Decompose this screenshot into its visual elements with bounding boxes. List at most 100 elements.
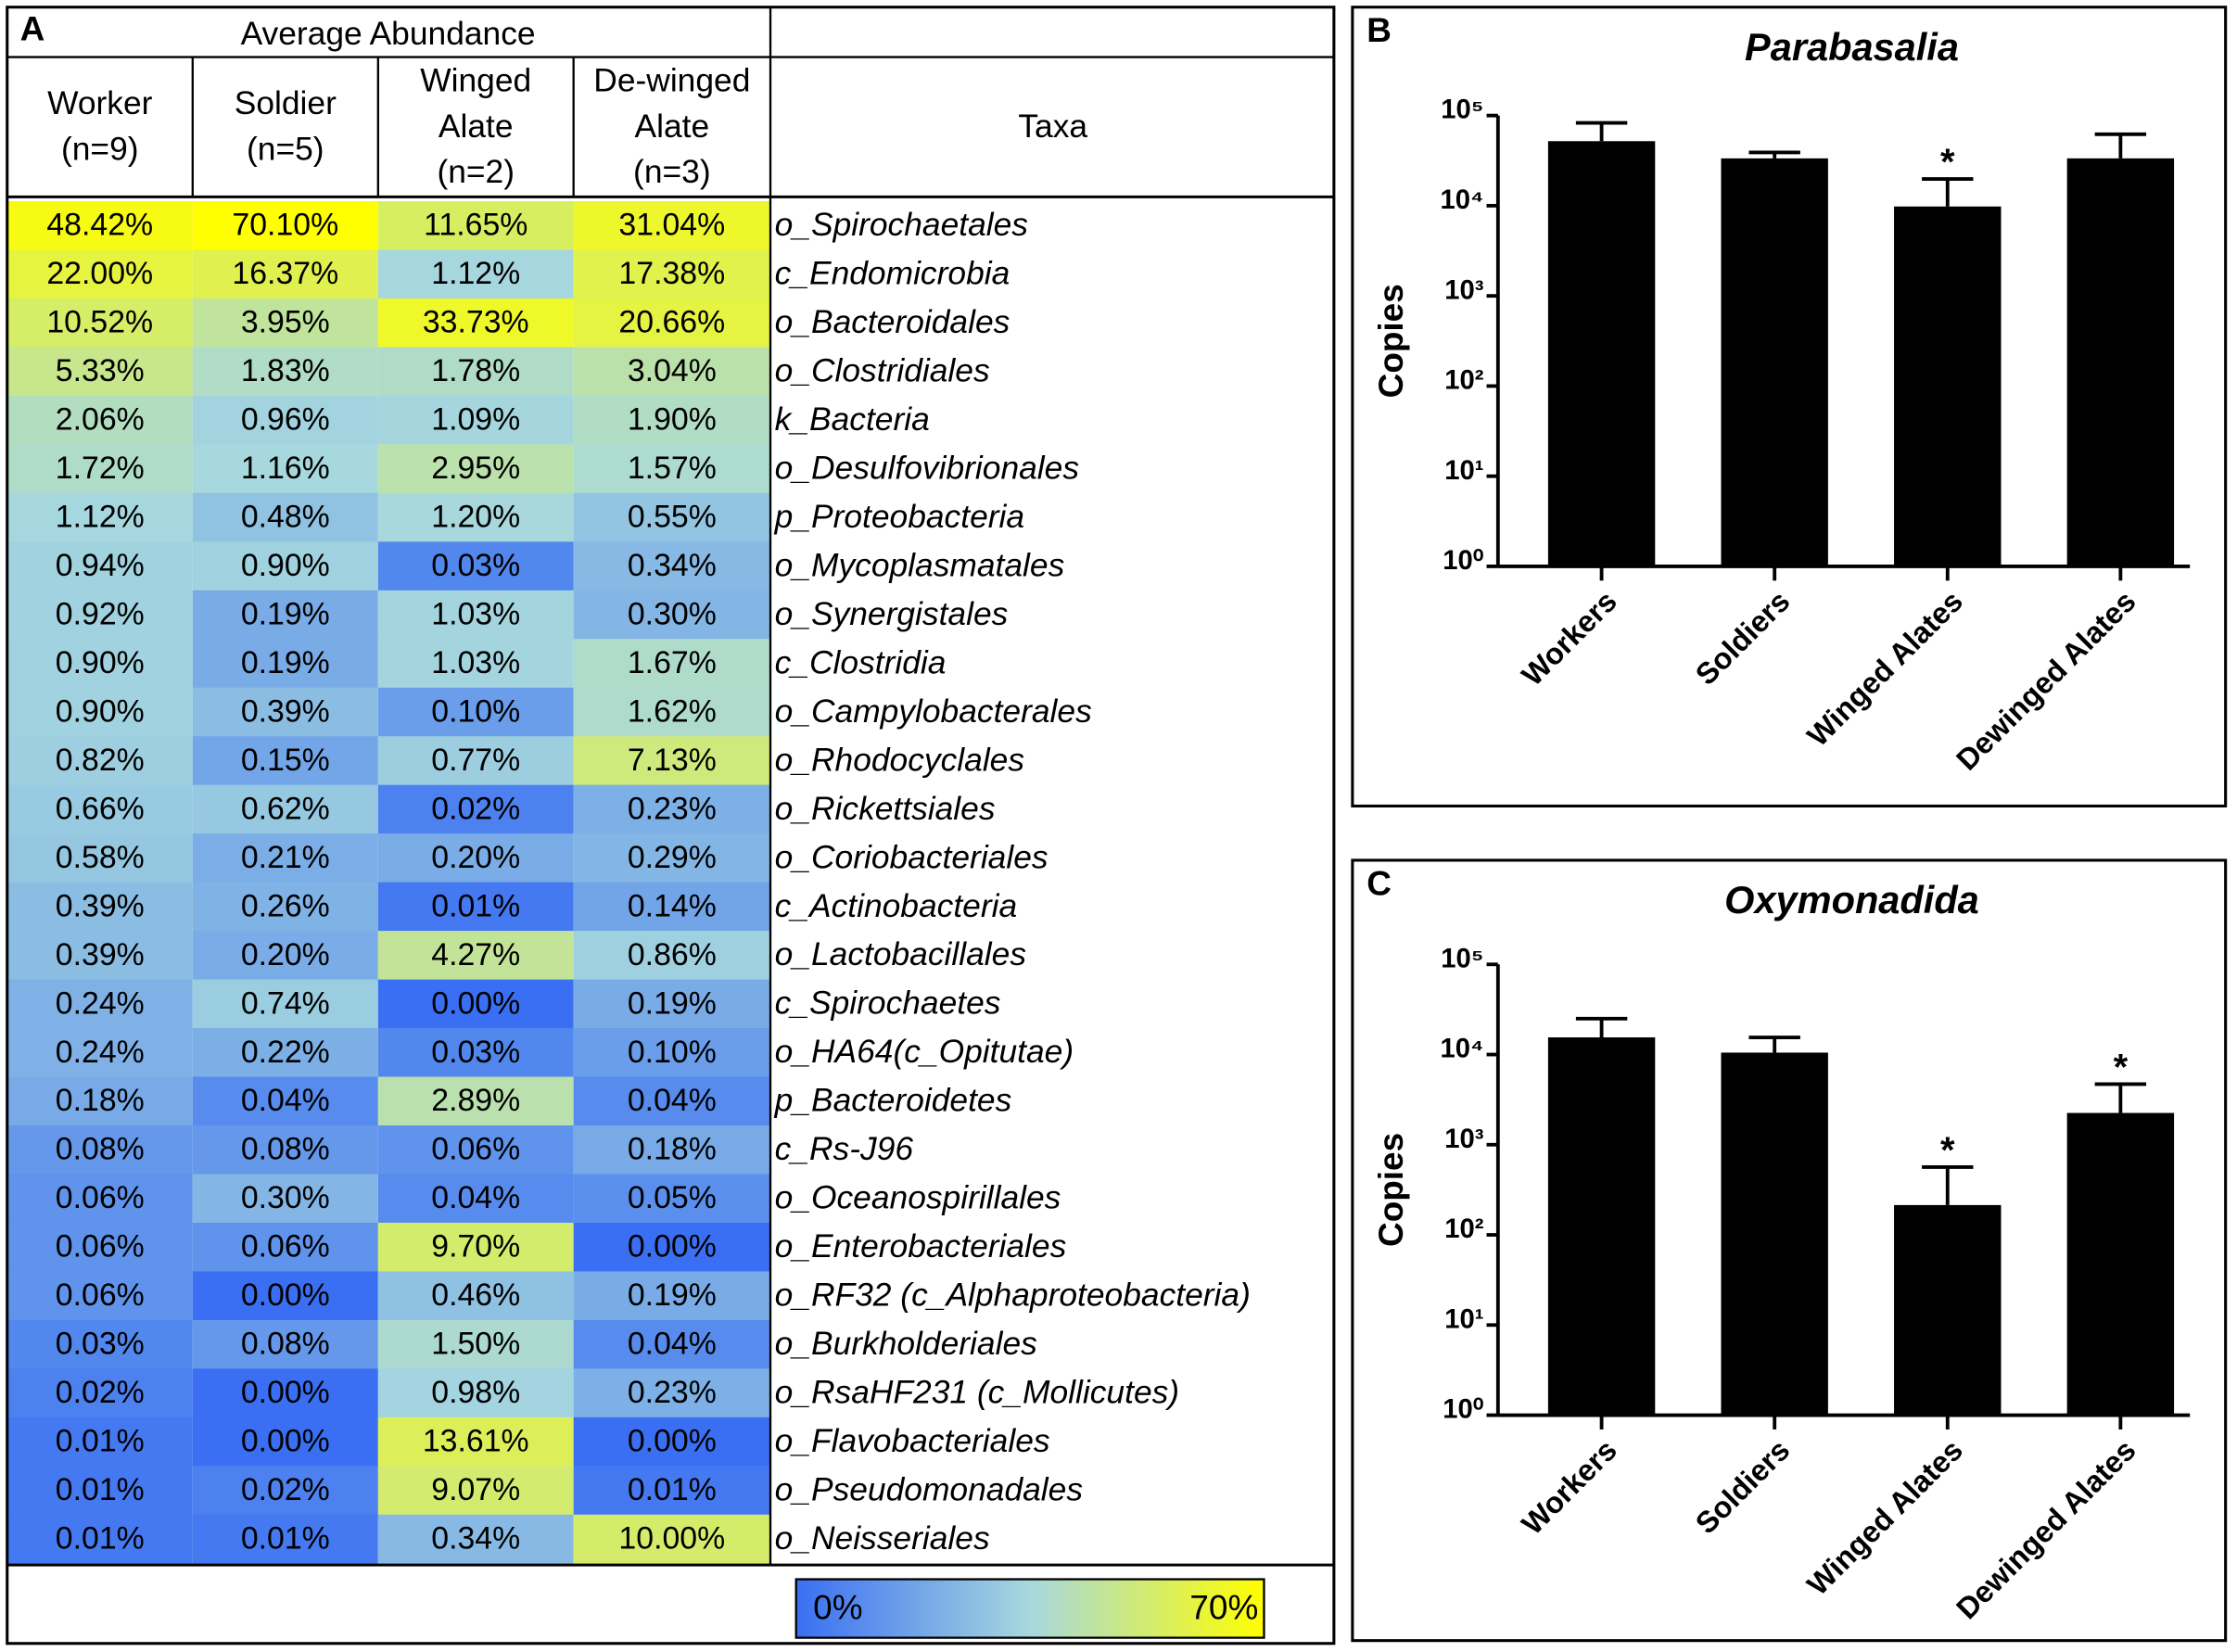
taxon-label: o_Desulfovibrionales [775,450,1079,486]
cell-label: 1.62% [628,693,717,729]
cell-label: 10.00% [618,1521,725,1557]
cell-label: 0.10% [628,1035,717,1070]
panel-letter: A [20,10,45,48]
heatmap-cell [573,1368,771,1418]
heatmap-cell [192,249,378,299]
taxon-label: c_Actinobacteria [775,888,1018,924]
cell-label: 1.16% [241,451,330,486]
heatmap-cell [377,395,574,446]
heatmap-cell [6,590,193,641]
heatmap-cell [573,736,771,786]
heatmap-cell [377,1514,574,1565]
heatmap-cell [6,1368,193,1418]
taxon-label: p_Proteobacteria [774,499,1024,535]
heatmap-cell [192,979,378,1029]
bar [2066,1112,2175,1416]
heatmap-cell [6,200,193,251]
cell-label: 1.78% [431,353,520,388]
taxon-label: o_Mycoplasmatales [775,547,1065,583]
heatmap-cell [377,687,574,737]
cell-label: 0.77% [431,743,520,778]
heatmap-cell [192,736,378,786]
heatmap-cell [6,1125,193,1175]
cell-label: 1.83% [241,353,330,388]
cell-label: 1.12% [56,500,145,535]
cell-label: 0.39% [241,693,330,729]
group-header: Average Abundance [241,16,536,52]
heatmap-cell [192,1514,378,1565]
cell-label: 0.00% [241,1375,330,1410]
cell-label: 0.04% [628,1327,717,1362]
cell-label: 0.98% [431,1375,520,1410]
cell-label: 3.95% [241,305,330,340]
heatmap-cell [573,444,771,494]
colorbar-label: 70% [1189,1588,1258,1626]
heatmap-cell [573,249,771,299]
cell-label: 1.03% [431,645,520,680]
y-tick-label: 10⁵ [1441,944,1483,973]
heatmap-cell [6,833,193,883]
heatmap-cell [377,979,574,1029]
column-header: Alate [439,108,514,145]
cell-label: 0.02% [56,1375,145,1410]
taxon-label: k_Bacteria [775,401,930,438]
y-tick-label: 10⁴ [1440,1035,1483,1064]
heatmap-cell [192,492,378,543]
bar [1721,158,1828,566]
bar [1547,1037,1656,1416]
cell-label: 0.00% [431,985,520,1021]
cell-label: 0.01% [56,1424,145,1459]
cell-label: 0.82% [56,743,145,778]
cell-label: 2.95% [431,451,520,486]
heatmap-cell [192,1076,378,1126]
heatmap-cell [192,882,378,932]
heatmap-cell [573,590,771,641]
heatmap-cell [6,492,193,543]
colorbar [794,1578,1265,1639]
heatmap-cell [573,639,771,689]
taxon-label: o_Rickettsiales [775,791,996,827]
cell-label: 0.04% [628,1083,717,1118]
cell-label: 2.89% [431,1083,520,1118]
taxon-label: o_Clostridiales [775,353,990,389]
heatmap-cell [192,833,378,883]
heatmap-cell [377,1076,574,1126]
bar [1894,1204,2002,1416]
heatmap-cell [6,1417,193,1468]
cell-label: 0.00% [241,1277,330,1313]
heatmap-cell [192,590,378,641]
cell-label: 0.55% [628,500,717,535]
heatmap-cell [377,249,574,299]
heatmap-cell [192,1368,378,1418]
significance-mark: * [2114,1048,2129,1088]
cell-label: 5.33% [56,353,145,388]
cell-label: 0.06% [56,1180,145,1215]
heatmap-cell [377,590,574,641]
heatmap-cell [573,347,771,397]
cell-label: 1.50% [431,1327,520,1362]
cell-label: 0.03% [56,1327,145,1362]
heatmap-cell [377,931,574,981]
heatmap-cell [6,1514,193,1565]
heatmap-cell [6,979,193,1029]
heatmap-cell [6,687,193,737]
cell-label: 0.02% [241,1472,330,1507]
cell-label: 0.21% [241,840,330,875]
y-tick-label: 10¹ [1444,1304,1483,1334]
column-header: Alate [635,108,710,145]
panel-letter: C [1366,864,1392,902]
cell-label: 0.03% [431,1035,520,1070]
heatmap-cell [377,736,574,786]
cell-label: 0.18% [628,1132,717,1167]
heatmap-cell [6,1271,193,1321]
cell-label: 0.66% [56,791,145,826]
heatmap-cell [192,1222,378,1273]
cell-label: 0.90% [241,548,330,583]
heatmap-cell [6,395,193,446]
taxon-label: o_Lactobacillales [775,936,1026,972]
taxon-label: o_Enterobacteriales [775,1228,1067,1264]
heatmap-cell [6,1319,193,1370]
bar [1894,206,2002,566]
taxon-label: o_Coriobacteriales [775,839,1049,875]
heatmap-cell [377,1319,574,1370]
